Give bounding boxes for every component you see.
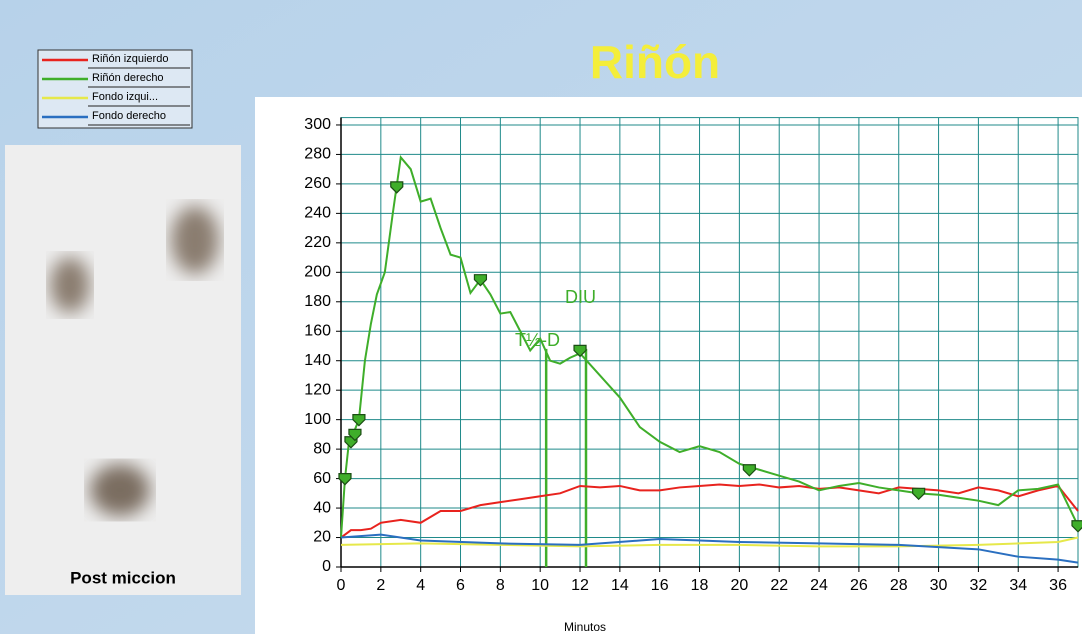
y-tick-label: 140 bbox=[304, 352, 331, 369]
y-tick-label: 220 bbox=[304, 234, 331, 251]
annotation: DIU bbox=[565, 287, 596, 307]
y-tick-label: 160 bbox=[304, 322, 331, 339]
bladder-blob bbox=[90, 464, 150, 516]
y-tick-label: 120 bbox=[304, 381, 331, 398]
y-tick-label: 240 bbox=[304, 205, 331, 222]
legend-label: Fondo izqui... bbox=[92, 91, 158, 103]
chart-panel bbox=[255, 97, 1082, 634]
screen: Post miccion Riñón Minutos 0204060801001… bbox=[0, 0, 1082, 634]
x-tick-label: 0 bbox=[337, 577, 346, 594]
kidney-blob bbox=[50, 257, 90, 313]
image-caption: Post miccion bbox=[70, 568, 176, 587]
chart-title: Riñón bbox=[590, 36, 720, 88]
x-tick-label: 30 bbox=[930, 577, 948, 594]
annotation: T½-D bbox=[515, 330, 560, 350]
x-tick-label: 22 bbox=[770, 577, 788, 594]
kidney-blob bbox=[171, 206, 219, 274]
y-tick-label: 80 bbox=[313, 440, 331, 457]
x-tick-label: 32 bbox=[970, 577, 988, 594]
y-tick-label: 0 bbox=[322, 558, 331, 575]
y-tick-label: 20 bbox=[313, 529, 331, 546]
x-tick-label: 18 bbox=[691, 577, 709, 594]
legend-label: Riñón derecho bbox=[92, 72, 164, 84]
x-tick-label: 16 bbox=[651, 577, 669, 594]
legend-label: Fondo derecho bbox=[92, 110, 166, 122]
x-tick-label: 24 bbox=[810, 577, 828, 594]
y-tick-label: 280 bbox=[304, 146, 331, 163]
y-tick-label: 180 bbox=[304, 293, 331, 310]
x-tick-label: 14 bbox=[611, 577, 629, 594]
x-tick-label: 34 bbox=[1009, 577, 1027, 594]
x-tick-label: 10 bbox=[531, 577, 549, 594]
x-tick-label: 12 bbox=[571, 577, 589, 594]
y-tick-label: 300 bbox=[304, 116, 331, 133]
legend-label: Riñón izquierdo bbox=[92, 53, 168, 65]
y-tick-label: 200 bbox=[304, 264, 331, 281]
x-tick-label: 36 bbox=[1049, 577, 1067, 594]
y-tick-label: 260 bbox=[304, 175, 331, 192]
x-tick-label: 28 bbox=[890, 577, 908, 594]
x-axis-label: Minutos bbox=[564, 620, 606, 634]
y-tick-label: 60 bbox=[313, 470, 331, 487]
x-tick-label: 20 bbox=[730, 577, 748, 594]
x-tick-label: 4 bbox=[416, 577, 425, 594]
y-tick-label: 100 bbox=[304, 411, 331, 428]
x-tick-label: 8 bbox=[496, 577, 505, 594]
y-tick-label: 40 bbox=[313, 499, 331, 516]
x-tick-label: 6 bbox=[456, 577, 465, 594]
x-tick-label: 26 bbox=[850, 577, 868, 594]
x-tick-label: 2 bbox=[376, 577, 385, 594]
